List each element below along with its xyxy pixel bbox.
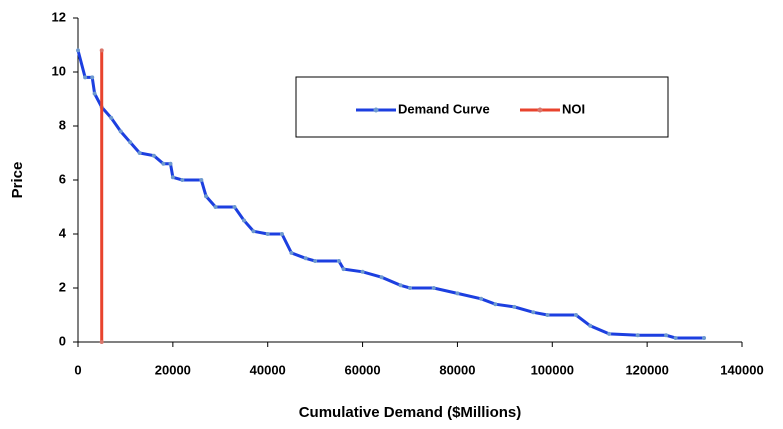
series-marker — [341, 267, 346, 272]
series-marker — [76, 48, 80, 53]
legend-marker — [537, 107, 543, 113]
legend-label: NOI — [562, 101, 585, 116]
series-marker — [170, 175, 175, 180]
y-tick-label: 12 — [52, 9, 66, 24]
series-marker — [199, 178, 204, 182]
series-marker — [99, 48, 104, 53]
series-marker — [137, 151, 142, 155]
series-marker — [213, 205, 218, 209]
series-marker — [379, 275, 384, 280]
series-marker — [408, 286, 412, 290]
x-axis-title: Cumulative Demand ($Millions) — [299, 404, 522, 421]
series-marker — [204, 194, 209, 199]
y-axis-title: Price — [9, 162, 26, 199]
series-marker — [168, 161, 173, 166]
y-tick-label: 8 — [59, 117, 66, 132]
x-tick-label: 100000 — [531, 362, 574, 377]
series-marker — [360, 269, 365, 274]
series-marker — [242, 218, 246, 223]
series-marker — [673, 335, 678, 340]
series-marker — [151, 153, 156, 158]
series-marker — [83, 75, 88, 80]
x-tick-label: 120000 — [625, 362, 668, 377]
series-marker — [336, 259, 341, 263]
x-tick-label: 20000 — [155, 362, 191, 377]
x-tick-label: 60000 — [344, 362, 380, 377]
x-tick-label: 0 — [74, 362, 81, 377]
series-marker — [128, 140, 133, 145]
series-marker — [180, 178, 185, 182]
series-marker — [431, 286, 436, 290]
y-tick-label: 4 — [59, 225, 67, 240]
series-marker — [635, 333, 640, 338]
series-marker — [289, 250, 294, 255]
y-tick-label: 2 — [59, 279, 66, 294]
series-marker — [303, 256, 308, 261]
series-marker — [161, 161, 166, 166]
x-tick-label: 140000 — [720, 362, 763, 377]
series-marker — [109, 115, 114, 120]
series-marker — [455, 291, 460, 296]
legend-box — [295, 76, 669, 138]
series-marker — [493, 302, 498, 307]
series-marker — [607, 331, 612, 336]
y-tick-label: 6 — [59, 171, 66, 186]
series-marker — [313, 259, 318, 263]
x-tick-label: 40000 — [250, 362, 286, 377]
series-marker — [574, 313, 578, 317]
y-tick-label: 0 — [59, 333, 66, 348]
series-marker — [479, 296, 484, 301]
series-marker — [90, 75, 95, 80]
series-marker — [232, 205, 237, 209]
legend-marker — [373, 107, 379, 113]
series-marker — [545, 313, 550, 317]
legend-label: Demand Curve — [398, 101, 490, 116]
series-marker — [702, 335, 707, 340]
series-marker — [398, 283, 403, 288]
series-marker — [512, 304, 517, 309]
series-marker — [588, 323, 593, 328]
y-tick-label: 10 — [52, 63, 66, 78]
series-marker — [99, 340, 104, 344]
series-marker — [279, 232, 284, 236]
series-marker — [664, 333, 669, 338]
series-marker — [265, 232, 270, 236]
series-marker — [118, 129, 123, 134]
series-marker — [92, 91, 97, 96]
x-tick-label: 80000 — [439, 362, 475, 377]
series-marker — [251, 229, 256, 234]
series-marker — [531, 310, 536, 315]
